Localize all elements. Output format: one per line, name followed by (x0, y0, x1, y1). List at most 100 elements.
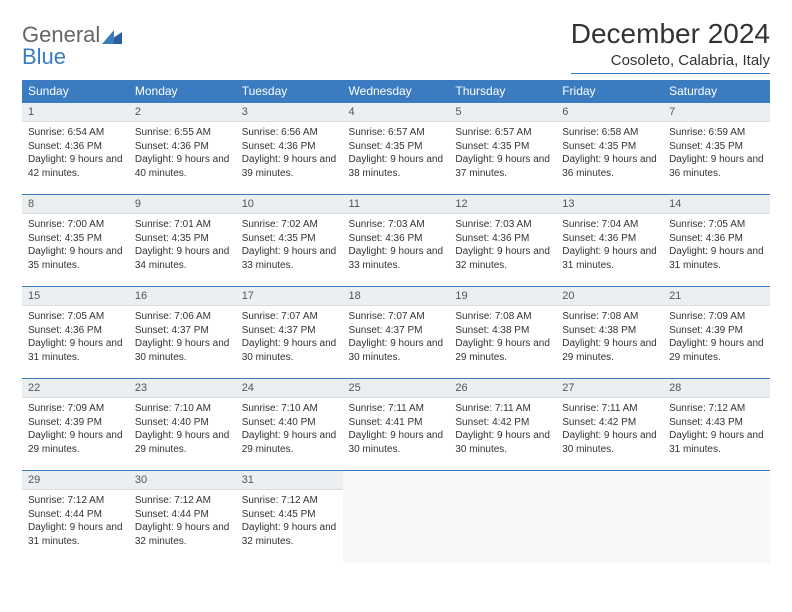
day-number: 21 (663, 287, 770, 306)
sunset-line: Sunset: 4:36 PM (135, 140, 230, 154)
sunrise-line: Sunrise: 7:08 AM (455, 310, 550, 324)
sunrise-line: Sunrise: 7:03 AM (455, 218, 550, 232)
day-number: 19 (449, 287, 556, 306)
sunrise-line: Sunrise: 6:59 AM (669, 126, 764, 140)
sunset-line: Sunset: 4:35 PM (349, 140, 444, 154)
weekday-header: Tuesday (236, 80, 343, 103)
calendar-body: 1Sunrise: 6:54 AMSunset: 4:36 PMDaylight… (22, 103, 770, 563)
calendar-cell (663, 471, 770, 563)
sunset-line: Sunset: 4:42 PM (562, 416, 657, 430)
calendar-cell: 31Sunrise: 7:12 AMSunset: 4:45 PMDayligh… (236, 471, 343, 563)
weekday-header: Thursday (449, 80, 556, 103)
sunrise-line: Sunrise: 7:10 AM (242, 402, 337, 416)
calendar-cell: 9Sunrise: 7:01 AMSunset: 4:35 PMDaylight… (129, 195, 236, 287)
daylight-line: Daylight: 9 hours and 42 minutes. (28, 153, 123, 180)
sunrise-line: Sunrise: 7:07 AM (242, 310, 337, 324)
sunrise-line: Sunrise: 6:54 AM (28, 126, 123, 140)
day-number: 31 (236, 471, 343, 490)
logo-mark-icon (102, 24, 122, 50)
sunset-line: Sunset: 4:36 PM (562, 232, 657, 246)
calendar-cell: 17Sunrise: 7:07 AMSunset: 4:37 PMDayligh… (236, 287, 343, 379)
calendar-cell: 3Sunrise: 6:56 AMSunset: 4:36 PMDaylight… (236, 103, 343, 195)
sunrise-line: Sunrise: 6:56 AM (242, 126, 337, 140)
day-body: Sunrise: 7:11 AMSunset: 4:41 PMDaylight:… (343, 398, 450, 462)
day-body: Sunrise: 7:07 AMSunset: 4:37 PMDaylight:… (343, 306, 450, 370)
daylight-line: Daylight: 9 hours and 36 minutes. (669, 153, 764, 180)
sunset-line: Sunset: 4:35 PM (562, 140, 657, 154)
day-number: 17 (236, 287, 343, 306)
sunset-line: Sunset: 4:36 PM (349, 232, 444, 246)
day-number: 9 (129, 195, 236, 214)
calendar-cell (556, 471, 663, 563)
calendar-cell: 5Sunrise: 6:57 AMSunset: 4:35 PMDaylight… (449, 103, 556, 195)
calendar-cell: 14Sunrise: 7:05 AMSunset: 4:36 PMDayligh… (663, 195, 770, 287)
calendar-table: SundayMondayTuesdayWednesdayThursdayFrid… (22, 80, 770, 563)
sunrise-line: Sunrise: 7:09 AM (669, 310, 764, 324)
sunset-line: Sunset: 4:36 PM (28, 140, 123, 154)
day-body: Sunrise: 6:54 AMSunset: 4:36 PMDaylight:… (22, 122, 129, 186)
day-body: Sunrise: 6:59 AMSunset: 4:35 PMDaylight:… (663, 122, 770, 186)
day-number: 3 (236, 103, 343, 122)
calendar-cell: 15Sunrise: 7:05 AMSunset: 4:36 PMDayligh… (22, 287, 129, 379)
daylight-line: Daylight: 9 hours and 31 minutes. (562, 245, 657, 272)
day-body: Sunrise: 6:56 AMSunset: 4:36 PMDaylight:… (236, 122, 343, 186)
sunrise-line: Sunrise: 7:07 AM (349, 310, 444, 324)
sunrise-line: Sunrise: 7:10 AM (135, 402, 230, 416)
sunrise-line: Sunrise: 7:01 AM (135, 218, 230, 232)
day-number: 11 (343, 195, 450, 214)
day-number: 7 (663, 103, 770, 122)
sunrise-line: Sunrise: 7:02 AM (242, 218, 337, 232)
sunrise-line: Sunrise: 7:06 AM (135, 310, 230, 324)
sunset-line: Sunset: 4:36 PM (28, 324, 123, 338)
daylight-line: Daylight: 9 hours and 29 minutes. (135, 429, 230, 456)
daylight-line: Daylight: 9 hours and 30 minutes. (349, 337, 444, 364)
day-number: 13 (556, 195, 663, 214)
calendar-cell: 4Sunrise: 6:57 AMSunset: 4:35 PMDaylight… (343, 103, 450, 195)
calendar-cell: 20Sunrise: 7:08 AMSunset: 4:38 PMDayligh… (556, 287, 663, 379)
daylight-line: Daylight: 9 hours and 33 minutes. (242, 245, 337, 272)
day-body: Sunrise: 7:12 AMSunset: 4:44 PMDaylight:… (22, 490, 129, 554)
sunset-line: Sunset: 4:36 PM (669, 232, 764, 246)
daylight-line: Daylight: 9 hours and 32 minutes. (242, 521, 337, 548)
day-number: 22 (22, 379, 129, 398)
calendar-row: 29Sunrise: 7:12 AMSunset: 4:44 PMDayligh… (22, 471, 770, 563)
day-body: Sunrise: 7:08 AMSunset: 4:38 PMDaylight:… (449, 306, 556, 370)
day-number: 27 (556, 379, 663, 398)
daylight-line: Daylight: 9 hours and 29 minutes. (562, 337, 657, 364)
calendar-cell: 23Sunrise: 7:10 AMSunset: 4:40 PMDayligh… (129, 379, 236, 471)
day-body: Sunrise: 6:58 AMSunset: 4:35 PMDaylight:… (556, 122, 663, 186)
day-number: 2 (129, 103, 236, 122)
day-number: 16 (129, 287, 236, 306)
day-body: Sunrise: 6:57 AMSunset: 4:35 PMDaylight:… (449, 122, 556, 186)
calendar-cell: 29Sunrise: 7:12 AMSunset: 4:44 PMDayligh… (22, 471, 129, 563)
day-body: Sunrise: 7:03 AMSunset: 4:36 PMDaylight:… (449, 214, 556, 278)
sunrise-line: Sunrise: 6:57 AM (349, 126, 444, 140)
day-body: Sunrise: 7:12 AMSunset: 4:43 PMDaylight:… (663, 398, 770, 462)
sunrise-line: Sunrise: 7:12 AM (135, 494, 230, 508)
day-number: 6 (556, 103, 663, 122)
day-number: 10 (236, 195, 343, 214)
calendar-cell (343, 471, 450, 563)
sunrise-line: Sunrise: 6:57 AM (455, 126, 550, 140)
daylight-line: Daylight: 9 hours and 34 minutes. (135, 245, 230, 272)
sunset-line: Sunset: 4:43 PM (669, 416, 764, 430)
day-number: 5 (449, 103, 556, 122)
day-number: 1 (22, 103, 129, 122)
day-number: 15 (22, 287, 129, 306)
daylight-line: Daylight: 9 hours and 30 minutes. (562, 429, 657, 456)
day-number: 24 (236, 379, 343, 398)
day-body: Sunrise: 7:01 AMSunset: 4:35 PMDaylight:… (129, 214, 236, 278)
calendar-row: 8Sunrise: 7:00 AMSunset: 4:35 PMDaylight… (22, 195, 770, 287)
calendar-cell: 27Sunrise: 7:11 AMSunset: 4:42 PMDayligh… (556, 379, 663, 471)
weekday-header: Monday (129, 80, 236, 103)
daylight-line: Daylight: 9 hours and 33 minutes. (349, 245, 444, 272)
sunrise-line: Sunrise: 7:03 AM (349, 218, 444, 232)
day-number: 29 (22, 471, 129, 490)
calendar-cell: 26Sunrise: 7:11 AMSunset: 4:42 PMDayligh… (449, 379, 556, 471)
day-number: 23 (129, 379, 236, 398)
daylight-line: Daylight: 9 hours and 29 minutes. (455, 337, 550, 364)
day-number: 20 (556, 287, 663, 306)
sunrise-line: Sunrise: 7:00 AM (28, 218, 123, 232)
sunset-line: Sunset: 4:37 PM (349, 324, 444, 338)
day-number: 26 (449, 379, 556, 398)
